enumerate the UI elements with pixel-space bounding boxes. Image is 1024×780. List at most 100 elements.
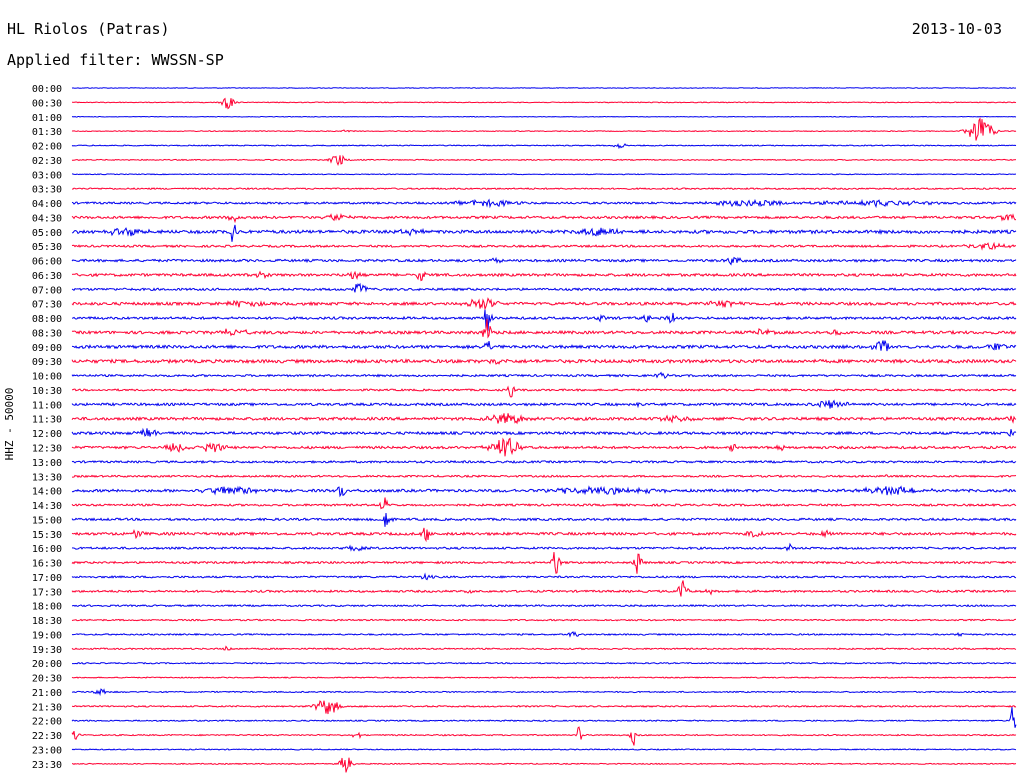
row-label-group: 00:00 00:30 01:00 01:30 02:00 02:30 03:00 03:30…: [32, 84, 62, 771]
row-label: 14:00: [32, 487, 62, 498]
row-label: 23:00: [32, 745, 62, 756]
row-label: 04:00: [32, 199, 62, 210]
trace-row: [71, 318, 1017, 339]
trace-row: [71, 437, 1017, 457]
trace-row: [71, 688, 1017, 697]
row-label: 20:00: [32, 659, 62, 670]
trace-row: [71, 631, 1017, 638]
row-label: 02:30: [32, 156, 62, 167]
trace-row: [71, 618, 1016, 622]
trace-row: [72, 604, 1017, 608]
row-label: 17:30: [32, 587, 62, 598]
trace-row: [71, 399, 1017, 409]
trace-group: [71, 87, 1017, 773]
row-label: 13:30: [32, 472, 62, 483]
trace-row: [71, 115, 1017, 118]
row-label: 00:30: [32, 98, 62, 109]
row-label: 16:00: [32, 544, 62, 555]
trace-row: [71, 256, 1017, 266]
row-label: 09:30: [32, 357, 62, 368]
trace-row: [71, 580, 1017, 597]
trace-row: [72, 474, 1017, 479]
trace-row: [71, 198, 1017, 209]
row-label: 03:30: [32, 185, 62, 196]
trace-row: [71, 512, 1017, 527]
row-label: 01:30: [32, 127, 62, 138]
row-label: 10:00: [32, 372, 62, 383]
filter-line: Applied filter: WWSSN-SP: [7, 51, 224, 69]
trace-row: [72, 661, 1017, 665]
date-label: 2013-10-03: [911, 20, 1002, 38]
trace-row: [71, 241, 1016, 251]
trace-row: [71, 340, 1017, 352]
row-label: 15:00: [32, 515, 62, 526]
trace-row: [72, 97, 1017, 110]
row-label: 06:00: [32, 257, 62, 268]
trace-row: [71, 282, 1017, 293]
row-label: 20:30: [32, 674, 62, 685]
row-label: 22:00: [32, 717, 62, 728]
trace-row: [72, 385, 1017, 398]
row-label: 09:00: [32, 343, 62, 354]
row-label: 23:30: [32, 760, 62, 771]
trace-row: [71, 213, 1017, 224]
trace-row: [71, 187, 1017, 191]
row-label: 12:30: [32, 444, 62, 455]
trace-row: [71, 572, 1017, 581]
row-label: 00:00: [32, 84, 62, 95]
row-label: 14:30: [32, 501, 62, 512]
trace-row: [71, 87, 1017, 89]
row-label: 01:00: [32, 113, 62, 124]
filter-value: WWSSN-SP: [151, 51, 224, 69]
trace-row: [71, 427, 1017, 437]
trace-row: [71, 676, 1017, 679]
y-axis-label: HHZ - 50000: [3, 388, 16, 461]
row-label: 17:00: [32, 573, 62, 584]
trace-row: [71, 542, 1017, 552]
trace-row: [71, 143, 1017, 150]
row-label: 05:00: [32, 228, 62, 239]
trace-row: [71, 117, 1017, 141]
trace-row: [71, 726, 1017, 746]
row-label: 10:30: [32, 386, 62, 397]
row-label: 21:00: [32, 688, 62, 699]
trace-row: [71, 552, 1017, 574]
trace-row: [71, 413, 1017, 425]
trace-row: [71, 270, 1017, 282]
trace-row: [71, 154, 1017, 166]
filter-label: Applied filter:: [7, 51, 143, 69]
trace-row: [71, 459, 1017, 464]
trace-row: [71, 700, 1017, 715]
row-label: 16:30: [32, 559, 62, 570]
row-label: 15:30: [32, 530, 62, 541]
row-label: 18:30: [32, 616, 62, 627]
row-label: 05:30: [32, 242, 62, 253]
trace-row: [71, 297, 1017, 311]
trace-row: [71, 358, 1017, 365]
trace-row: [71, 224, 1017, 242]
row-label: 08:30: [32, 328, 62, 339]
trace-row: [71, 173, 1016, 176]
row-label: 18:00: [32, 602, 62, 613]
row-label: 06:30: [32, 271, 62, 282]
trace-row: [71, 497, 1017, 510]
row-label: 22:30: [32, 731, 62, 742]
trace-row: [71, 485, 1017, 498]
station-title: HL Riolos (Patras): [7, 20, 170, 38]
trace-row: [71, 645, 1017, 651]
row-label: 12:00: [32, 429, 62, 440]
row-label: 11:30: [32, 415, 62, 426]
row-label: 07:00: [32, 285, 62, 296]
row-label: 08:00: [32, 314, 62, 325]
trace-row: [71, 371, 1017, 379]
trace-row: [71, 748, 1017, 751]
row-label: 02:00: [32, 142, 62, 153]
trace-row: [72, 309, 1017, 332]
row-label: 11:00: [32, 400, 62, 411]
row-label: 07:30: [32, 300, 62, 311]
row-label: 13:00: [32, 458, 62, 469]
trace-row: [71, 527, 1017, 543]
row-label: 21:30: [32, 702, 62, 713]
trace-row: [71, 757, 1017, 773]
